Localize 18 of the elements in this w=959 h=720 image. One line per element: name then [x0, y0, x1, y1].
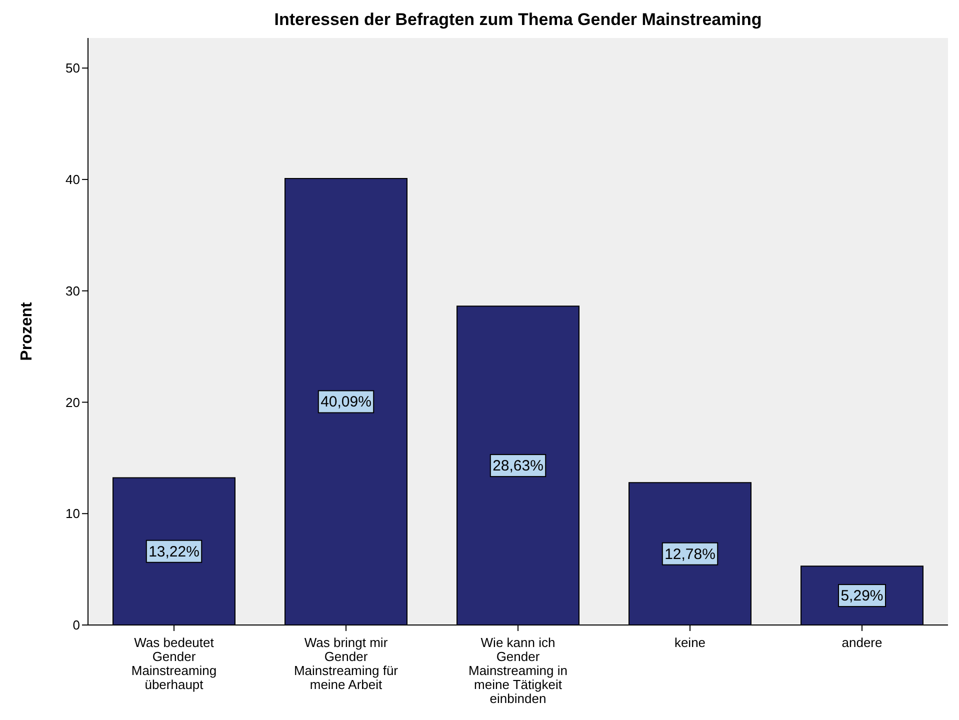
x-tick-label: andere [842, 635, 882, 650]
data-label: 13,22% [148, 543, 200, 560]
data-label: 12,78% [664, 546, 716, 563]
y-tick-label: 40 [66, 172, 80, 188]
x-tick-label: keine [674, 635, 706, 650]
x-tick-label: Wie kann ich Gender Mainstreaming in meine Tätigkeit einbinden [468, 635, 568, 706]
x-tick-label: Was bringt mir Gender Mainstreaming für meine Arbeit [294, 635, 399, 692]
y-tick-label: 30 [66, 283, 80, 298]
x-tick-label: Was bedeutet Gender Mainstreaming überhaupt [131, 635, 217, 692]
y-axis-title: Prozent [18, 301, 36, 361]
y-tick-label: 10 [66, 506, 80, 522]
data-label: 40,09% [320, 394, 372, 411]
chart-title: Interessen der Befragten zum Thema Gender Mainstreaming [273, 9, 763, 30]
y-tick-label: 20 [66, 394, 80, 410]
data-label: 28,63% [492, 458, 544, 475]
data-label: 5,29% [840, 588, 884, 605]
y-tick-label: 0 [72, 618, 80, 633]
y-tick-label: 50 [66, 60, 80, 76]
